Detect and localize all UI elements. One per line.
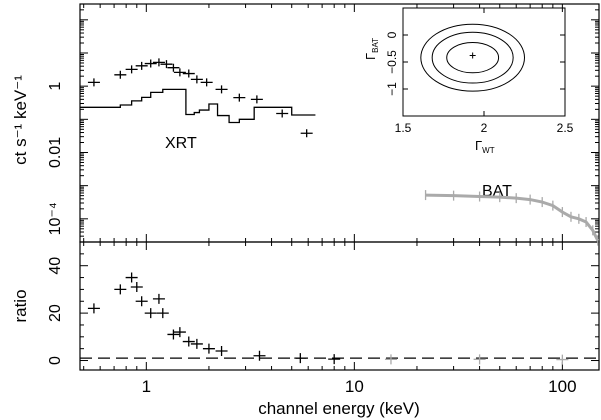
ratio-data-point	[384, 354, 397, 365]
inset-x-tick-label: 2	[481, 121, 488, 135]
x-tick-label: 100	[548, 377, 576, 396]
xrt-data-point	[135, 61, 148, 70]
inset-best-fit	[469, 52, 476, 59]
ratio-data-point	[87, 303, 100, 314]
ratio-data-point	[173, 327, 186, 338]
xrt-annotation: XRT	[165, 135, 197, 152]
xrt-data-point	[233, 93, 246, 102]
xrt-data-point	[152, 58, 165, 67]
xrt-data-point	[167, 63, 180, 72]
ratio-data-point	[294, 353, 307, 364]
inset-contour	[446, 42, 500, 74]
inset-xlabel: ΓWT	[475, 138, 495, 155]
inset-x-tick-label: 2.5	[557, 121, 574, 135]
ratio-data-point	[114, 284, 127, 295]
ratio-panel-frame	[79, 241, 600, 371]
x-tick-label: 10	[345, 377, 364, 396]
xrt-data-point	[215, 85, 228, 94]
ratio-data-point	[167, 329, 180, 340]
ratio-data-point	[190, 338, 203, 349]
ratio-data-point	[182, 336, 195, 347]
inset-ylabel: ΓBAT	[363, 38, 380, 60]
x-axis-label: channel energy (keV)	[258, 399, 420, 418]
xrt-data-point	[200, 78, 213, 87]
xrt-data-point	[250, 95, 263, 104]
xrt-data-point	[190, 75, 203, 84]
ratio-data-point	[135, 296, 148, 307]
inset-y-tick-label: −1	[385, 82, 399, 96]
inset-contour	[420, 23, 526, 92]
ratio-data-point	[202, 343, 215, 354]
ratio-data-point	[253, 350, 266, 361]
xrt-data-point	[182, 69, 195, 78]
ratio-data-point	[130, 282, 143, 293]
y-tick-label: 10⁻⁴	[47, 202, 64, 235]
y-tick-label: 0.01	[47, 137, 64, 168]
xrt-data-point	[114, 70, 127, 79]
y-tick-label: 0	[47, 356, 64, 365]
ratio-data-point	[156, 308, 169, 319]
xrt-data-point	[125, 65, 138, 74]
xrt-data-point	[173, 68, 186, 77]
xrt-data-point	[300, 129, 313, 138]
ratio-data-point	[473, 354, 486, 365]
inset-y-tick-label: −0.5	[385, 50, 399, 74]
xrt-data-point	[87, 78, 100, 87]
ratio-data-point	[144, 308, 157, 319]
ratio-ylabel: ratio	[11, 289, 30, 322]
y-tick-label: 1	[47, 82, 64, 91]
ratio-data-point	[152, 293, 165, 304]
y-tick-label: 20	[47, 304, 64, 322]
bat-data-line	[425, 193, 600, 242]
xrt-data-point	[160, 60, 173, 69]
xrt-data-point	[144, 59, 157, 68]
inset-panel-frame	[402, 7, 566, 117]
ratio-data-point	[215, 346, 228, 357]
inset-x-tick-label: 1.5	[395, 121, 412, 135]
spectrum-ylabel: ct s⁻¹ keV⁻¹	[11, 75, 30, 165]
y-tick-label: 40	[47, 257, 64, 275]
ratio-data-point	[328, 354, 341, 365]
inset-contour	[431, 31, 514, 84]
x-tick-label: 1	[142, 377, 151, 396]
ratio-data-point	[125, 272, 138, 283]
ratio-data-point	[556, 354, 569, 365]
xrt-data-point	[276, 109, 289, 118]
xrt-model-step	[80, 88, 316, 124]
inset-y-tick-label: 0	[385, 31, 399, 38]
